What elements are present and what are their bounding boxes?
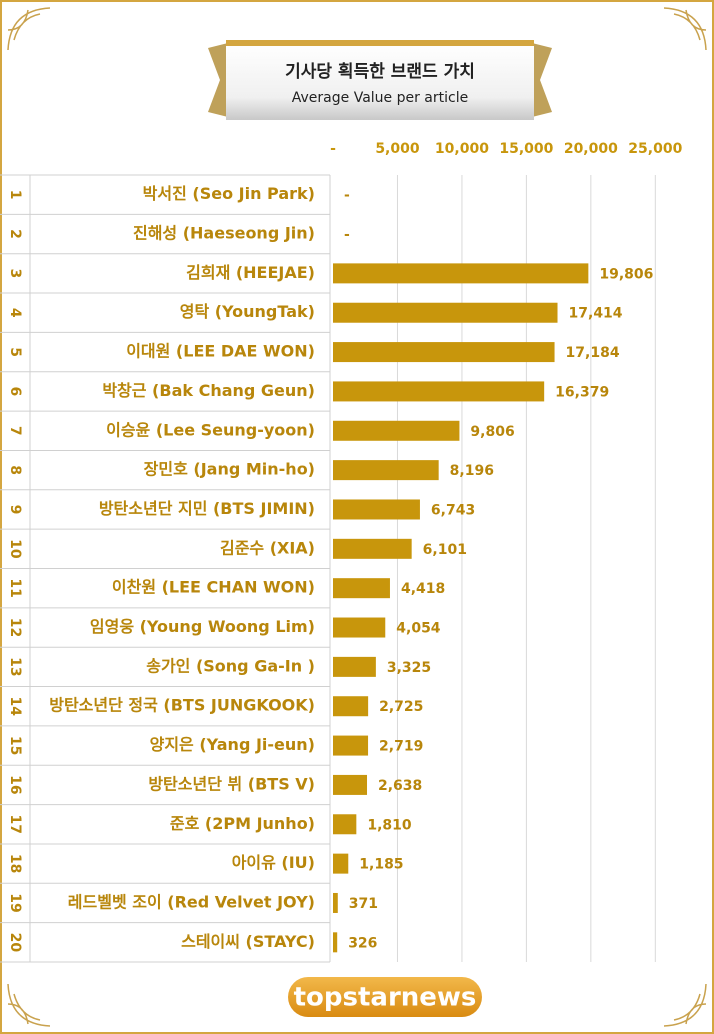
logo: topstarnews — [294, 983, 477, 1013]
x-tick-label: - — [330, 141, 336, 157]
bar — [333, 735, 369, 756]
bar — [333, 696, 369, 717]
category-label: 양지은 (Yang Ji-eun) — [150, 735, 315, 754]
value-label: 4,054 — [396, 621, 441, 637]
bar — [333, 302, 558, 323]
rank-label: 18 — [7, 854, 23, 873]
bar — [333, 814, 357, 835]
bar — [333, 853, 349, 874]
rank-label: 17 — [7, 815, 23, 834]
chart-subtitle: Average Value per article — [292, 90, 468, 106]
category-label: 임영웅 (Young Woong Lim) — [90, 617, 315, 636]
category-label: 김희재 (HEEJAE) — [186, 263, 315, 282]
bar — [333, 774, 368, 795]
category-label: 박서진 (Seo Jin Park) — [143, 184, 315, 203]
rank-label: 6 — [7, 387, 23, 397]
value-label: 6,101 — [423, 542, 467, 558]
rank-label: 16 — [7, 775, 23, 794]
value-label: 2,719 — [379, 739, 423, 755]
category-label: 이대원 (LEE DAE WON) — [126, 342, 315, 361]
category-label: 송가인 (Song Ga-In ) — [146, 656, 315, 675]
category-label: 김준수 (XIA) — [220, 538, 315, 557]
category-label: 준호 (2PM Junho) — [170, 814, 315, 833]
category-label: 방탄소년단 정국 (BTS JUNGKOOK) — [49, 696, 315, 715]
rank-label: 11 — [7, 578, 23, 597]
value-label: 4,418 — [401, 581, 445, 597]
value-label: 6,743 — [431, 502, 475, 518]
bar — [333, 932, 338, 953]
bar — [333, 263, 589, 284]
category-label: 박창근 (Bak Chang Geun) — [102, 381, 315, 400]
rank-label: 13 — [7, 657, 23, 676]
rank-label: 19 — [7, 893, 23, 912]
rank-label: 12 — [7, 618, 23, 637]
chart-title: 기사당 획득한 브랜드 가치 — [285, 62, 475, 82]
bar — [333, 342, 555, 363]
value-label: 1,185 — [359, 857, 403, 873]
category-label: 영탁 (YoungTak) — [180, 302, 315, 321]
bar — [333, 656, 376, 677]
x-tick-label: 15,000 — [499, 141, 553, 157]
value-label: 17,414 — [569, 306, 623, 322]
ornaments — [7, 7, 707, 1027]
category-label: 장민호 (Jang Min-ho) — [144, 460, 315, 479]
rank-label: 20 — [7, 933, 23, 953]
category-label: 방탄소년단 지민 (BTS JIMIN) — [99, 499, 315, 518]
category-label: 방탄소년단 뷔 (BTS V) — [148, 774, 315, 793]
title-ribbon — [226, 44, 534, 120]
rank-label: 7 — [7, 426, 23, 436]
category-label: 진해성 (Haeseong Jin) — [133, 224, 315, 243]
bar — [333, 892, 338, 913]
value-label: 371 — [349, 896, 378, 912]
rank-label: 2 — [7, 229, 23, 239]
logo-badge — [288, 977, 482, 1017]
category-label: 레드벨벳 조이 (Red Velvet JOY) — [68, 892, 315, 911]
value-label: 1,810 — [367, 817, 412, 833]
rank-label: 15 — [7, 736, 23, 755]
rank-label: 8 — [7, 465, 23, 475]
value-label: 9,806 — [470, 424, 514, 440]
value-label: 16,379 — [555, 384, 609, 400]
value-label: 17,184 — [566, 345, 620, 361]
value-label: 3,325 — [387, 660, 431, 676]
bar — [333, 538, 412, 559]
ribbon-trim — [226, 40, 534, 46]
bar — [333, 617, 386, 638]
value-label: - — [344, 188, 350, 204]
bar — [333, 381, 545, 402]
bar — [333, 578, 390, 599]
bar — [333, 420, 460, 441]
rank-label: 9 — [7, 505, 23, 515]
category-label: 스테이씨 (STAYC) — [181, 932, 315, 951]
bar — [333, 499, 420, 520]
value-label: 8,196 — [450, 463, 494, 479]
x-tick-label: 10,000 — [435, 141, 489, 157]
value-label: - — [344, 227, 350, 243]
rank-label: 1 — [7, 190, 23, 200]
value-label: 326 — [348, 935, 377, 951]
x-tick-label: 5,000 — [375, 141, 420, 157]
rank-label: 3 — [7, 269, 23, 279]
rank-label: 4 — [7, 308, 23, 318]
category-label: 이찬원 (LEE CHAN WON) — [112, 578, 315, 597]
category-label: 이승윤 (Lee Seung-yoon) — [106, 420, 315, 439]
x-tick-label: 25,000 — [628, 141, 682, 157]
bar — [333, 460, 439, 481]
value-label: 2,725 — [379, 699, 423, 715]
value-label: 2,638 — [378, 778, 422, 794]
rank-label: 5 — [7, 347, 23, 357]
rank-label: 10 — [7, 539, 23, 559]
rank-label: 14 — [7, 696, 23, 716]
value-label: 19,806 — [599, 266, 653, 282]
x-tick-label: 20,000 — [564, 141, 618, 157]
category-label: 아이유 (IU) — [232, 853, 315, 872]
